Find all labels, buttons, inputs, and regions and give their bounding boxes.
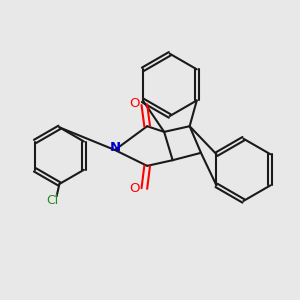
Text: Cl: Cl: [46, 194, 58, 208]
Text: O: O: [129, 97, 140, 110]
Text: O: O: [129, 182, 140, 195]
Text: N: N: [109, 141, 121, 154]
